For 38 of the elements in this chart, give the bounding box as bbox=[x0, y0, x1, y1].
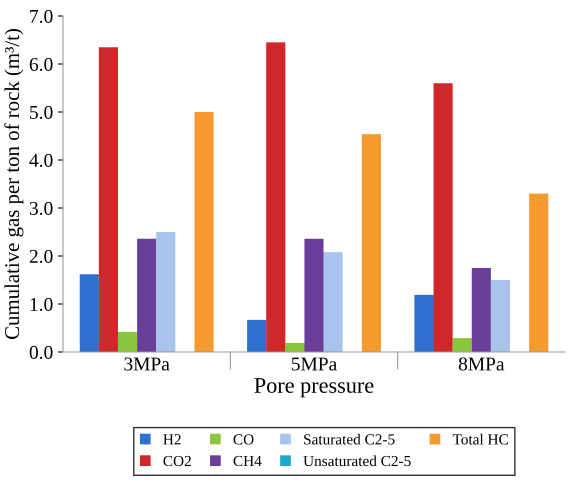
legend-label: CO2 bbox=[163, 456, 191, 466]
bar bbox=[529, 194, 548, 352]
bar bbox=[324, 252, 343, 352]
y-tick-label: 1.0 bbox=[30, 298, 53, 312]
bar bbox=[452, 338, 472, 352]
bar bbox=[118, 332, 138, 352]
bar bbox=[490, 280, 510, 352]
legend-label: H2 bbox=[163, 434, 181, 444]
bar bbox=[285, 342, 304, 352]
legend-label: Unsaturated C2-5 bbox=[303, 455, 411, 466]
bar bbox=[137, 238, 156, 352]
bar bbox=[156, 232, 176, 352]
bar bbox=[434, 83, 453, 352]
bar bbox=[266, 42, 286, 352]
bar bbox=[194, 112, 214, 352]
bar bbox=[362, 134, 381, 352]
legend-label: CO bbox=[234, 434, 254, 445]
bar bbox=[472, 268, 491, 352]
y-tick-label: 0.0 bbox=[30, 346, 53, 360]
x-tick-label: 8MPa bbox=[458, 357, 504, 371]
legend-label: Saturated C2-5 bbox=[304, 434, 395, 445]
y-axis-title: Cumulative gas per ton of rock (m³/t) bbox=[4, 29, 24, 340]
legend-label: CH4 bbox=[234, 456, 262, 466]
y-tick-label: 5.0 bbox=[30, 106, 53, 120]
bar bbox=[247, 320, 266, 352]
y-tick-label: 6.0 bbox=[30, 58, 53, 72]
bar bbox=[414, 294, 434, 352]
x-tick-label: 3MPa bbox=[124, 357, 170, 371]
x-tick-label: 5MPa bbox=[292, 358, 337, 371]
legend-label: Total HC bbox=[452, 434, 508, 445]
y-tick-label: 7.0 bbox=[30, 10, 53, 24]
y-tick-label: 3.0 bbox=[30, 202, 53, 216]
y-tick-label: 2.0 bbox=[30, 250, 53, 264]
y-tick-label: 4.0 bbox=[29, 154, 53, 168]
x-axis-title: Pore pressure bbox=[254, 378, 374, 398]
bar bbox=[304, 238, 324, 352]
bar bbox=[80, 274, 99, 352]
bar bbox=[98, 47, 118, 352]
